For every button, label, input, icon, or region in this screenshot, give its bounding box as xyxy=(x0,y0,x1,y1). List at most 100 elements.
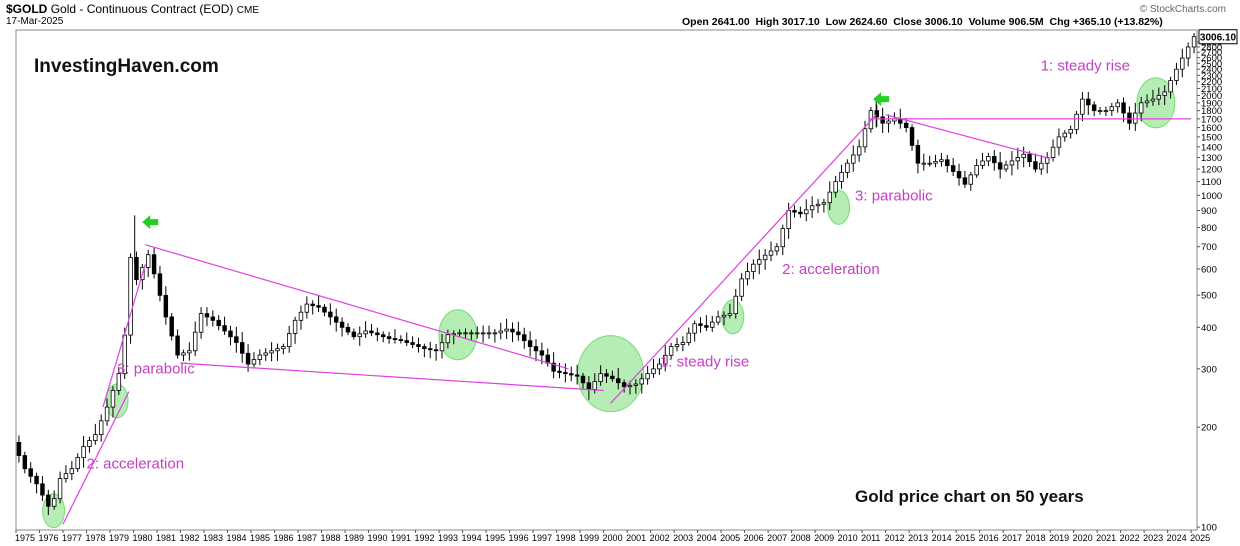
candle-body xyxy=(551,362,556,372)
candle-body xyxy=(1027,153,1032,163)
candle-body xyxy=(239,342,245,354)
candle-body xyxy=(1150,98,1156,102)
copyright: © StockCharts.com xyxy=(1139,4,1226,15)
highlight-circle xyxy=(827,189,851,225)
candle-body xyxy=(463,332,468,335)
candle-body xyxy=(939,159,944,162)
candle-body xyxy=(339,321,345,328)
trendline xyxy=(62,391,130,525)
candle-body xyxy=(1185,46,1191,59)
candle-body xyxy=(310,303,315,307)
candle-body xyxy=(363,330,368,335)
x-tick-label: 2023 xyxy=(1143,533,1163,543)
candle-body xyxy=(598,373,603,382)
x-tick-label: 2015 xyxy=(955,533,975,543)
candle-body xyxy=(263,352,268,356)
candle-body xyxy=(915,144,921,164)
candle-body xyxy=(956,171,962,179)
candle-body xyxy=(110,389,116,408)
candle-body xyxy=(721,314,727,318)
candle-body xyxy=(269,350,274,354)
candle-body xyxy=(51,498,57,507)
candle-body xyxy=(216,319,221,327)
y-tick-label: 1700 xyxy=(1201,114,1222,125)
y-tick-label: 1900 xyxy=(1201,98,1222,109)
candle-body xyxy=(1056,136,1062,148)
candle-body xyxy=(804,209,809,215)
x-tick-label: 2001 xyxy=(626,533,646,543)
candle-body xyxy=(604,373,609,377)
candle-body xyxy=(404,340,409,343)
candle-body xyxy=(222,325,227,332)
candle-body xyxy=(375,332,380,336)
candle-body xyxy=(192,331,198,352)
y-tick-label: 1800 xyxy=(1201,106,1222,117)
candle-body xyxy=(886,120,891,124)
candle-body xyxy=(69,468,75,475)
x-tick-label: 1985 xyxy=(250,533,270,543)
candle-body xyxy=(286,333,292,347)
annotation-label: 3: parabolic xyxy=(117,361,195,378)
candle-body xyxy=(657,363,662,370)
x-tick-label: 2017 xyxy=(1002,533,1022,543)
x-tick-label: 1998 xyxy=(556,533,576,543)
candle-body xyxy=(856,146,862,156)
x-tick-label: 1999 xyxy=(579,533,599,543)
exchange: CME xyxy=(236,5,260,16)
candle-body xyxy=(715,316,721,323)
candle-body xyxy=(580,375,586,384)
candle-body xyxy=(469,332,474,335)
candle-body xyxy=(57,478,63,500)
x-tick-label: 1994 xyxy=(462,533,482,543)
candle-body xyxy=(187,350,192,354)
candle-body xyxy=(210,316,216,321)
candle-body xyxy=(539,350,545,356)
x-tick-label: 1975 xyxy=(15,533,35,543)
candle-body xyxy=(1109,106,1115,112)
candle-body xyxy=(574,374,580,377)
candle-body xyxy=(1091,104,1097,112)
candle-body xyxy=(251,359,257,365)
candle-body xyxy=(692,323,697,334)
candle-body xyxy=(727,313,733,316)
contract-description: Gold - Continuous Contract (EOD) xyxy=(50,2,234,16)
y-tick-label: 1500 xyxy=(1201,132,1222,143)
candle-body xyxy=(16,441,22,456)
candle-body xyxy=(674,344,680,347)
candle-body xyxy=(757,259,762,265)
candle-body xyxy=(128,256,133,336)
annotation-label: 2: acceleration xyxy=(782,261,880,278)
candle-body xyxy=(410,342,415,345)
highlight-circle xyxy=(1136,77,1176,129)
candle-body xyxy=(909,127,915,146)
candle-body xyxy=(416,344,421,348)
trendline xyxy=(145,244,569,370)
candle-body xyxy=(774,246,780,252)
y-axis: 1002003004005006007008009001000110012001… xyxy=(1197,37,1222,534)
candles xyxy=(16,33,1197,516)
x-axis: 1975 1976 1977 1978 1979 1980 1981 1982 1983 1984… xyxy=(15,530,1210,543)
candle-body xyxy=(428,348,433,351)
candle-body xyxy=(163,294,169,318)
candle-body xyxy=(93,434,98,441)
candle-body xyxy=(786,210,791,230)
candle-body xyxy=(745,271,750,280)
last-price-label: 3006.10 xyxy=(1200,33,1237,44)
y-tick-label: 300 xyxy=(1201,364,1217,375)
highlight-circles xyxy=(42,77,1176,529)
candle-body xyxy=(522,334,527,342)
candle-body xyxy=(821,202,827,205)
candle-body xyxy=(827,191,832,204)
candle-body xyxy=(862,128,868,148)
annotation-label: 1: steady rise xyxy=(660,353,749,370)
candle-body xyxy=(780,228,785,248)
candle-body xyxy=(563,372,568,375)
candle-body xyxy=(1086,98,1091,106)
annotation-label: 2: acceleration xyxy=(87,456,185,473)
x-tick-label: 1982 xyxy=(180,533,200,543)
candle-body xyxy=(28,468,33,477)
candle-body xyxy=(22,455,28,470)
candle-body xyxy=(1127,112,1132,124)
candle-body xyxy=(1033,161,1038,170)
candle-body xyxy=(927,162,932,165)
